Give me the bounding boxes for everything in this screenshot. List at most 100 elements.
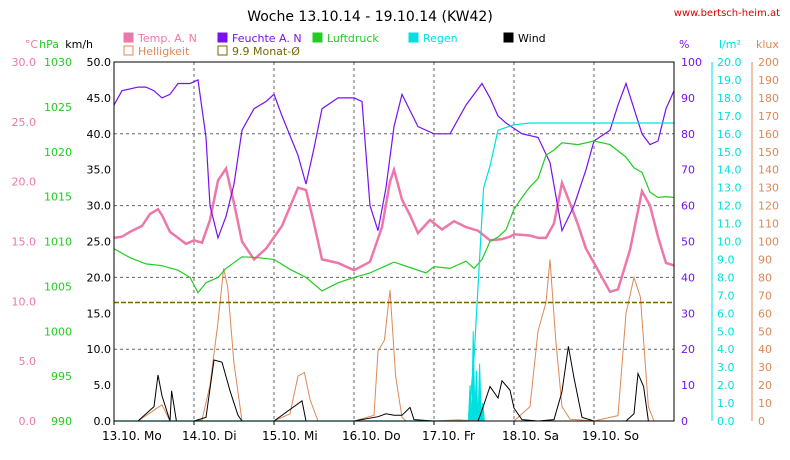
tick-label-brightness: 30 — [758, 361, 772, 374]
x-tick-label: 13.10. Mo — [102, 429, 162, 443]
tick-label-brightness: 60 — [758, 307, 772, 320]
tick-label-humidity: 0 — [681, 415, 688, 428]
tick-label-brightness: 70 — [758, 289, 772, 302]
tick-label-pressure: 1025 — [44, 101, 72, 114]
tick-label-rain: 9.0 — [717, 253, 735, 266]
website-link[interactable]: www.bertsch-heim.at — [674, 8, 780, 19]
legend-swatch-monthly_avg — [217, 45, 228, 56]
tick-label-temp: 15.0 — [12, 236, 37, 249]
legend-swatch-pressure — [312, 32, 323, 43]
x-tick-label: 14.10. Di — [182, 429, 237, 443]
tick-label-brightness: 160 — [758, 128, 779, 141]
tick-label-pressure: 1005 — [44, 280, 72, 293]
series-pressure — [113, 140, 675, 294]
tick-label-wind: 40.0 — [87, 128, 112, 141]
tick-label-humidity: 20 — [681, 343, 695, 356]
tick-label-rain: 3.0 — [717, 361, 735, 374]
tick-label-rain: 14.0 — [717, 164, 742, 177]
tick-label-rain: 0.0 — [717, 415, 735, 428]
tick-label-rain: 19.0 — [717, 74, 742, 87]
tick-label-brightness: 130 — [758, 182, 779, 195]
tick-label-temp: 5.0 — [19, 355, 37, 368]
tick-label-rain: 15.0 — [717, 146, 742, 159]
legend-label-brightness: Helligkeit — [138, 45, 190, 58]
tick-label-humidity: 90 — [681, 92, 695, 105]
tick-label-wind: 15.0 — [87, 307, 112, 320]
plot-frame — [113, 61, 675, 422]
tick-label-rain: 13.0 — [717, 182, 742, 195]
tick-label-brightness: 190 — [758, 74, 779, 87]
legend-label-humidity: Feuchte A. N — [232, 32, 302, 45]
legend-label-monthly_avg: 9.9 Monat-Ø — [232, 45, 300, 58]
legend-label-wind: Wind — [518, 32, 546, 45]
tick-label-wind: 35.0 — [87, 164, 112, 177]
tick-label-pressure: 1015 — [44, 191, 72, 204]
series-rain — [114, 122, 674, 422]
axis-unit-brightness: klux — [756, 38, 779, 51]
series-brightness — [114, 259, 674, 422]
axis-unit-temp: °C — [25, 38, 39, 51]
tick-label-brightness: 40 — [758, 343, 772, 356]
tick-label-rain: 2.0 — [717, 379, 735, 392]
tick-label-rain: 17.0 — [717, 110, 742, 123]
tick-label-pressure: 1030 — [44, 56, 72, 69]
tick-label-humidity: 80 — [681, 128, 695, 141]
tick-label-humidity: 10 — [681, 379, 695, 392]
tick-label-brightness: 110 — [758, 218, 779, 231]
tick-label-humidity: 50 — [681, 236, 695, 249]
axis-unit-pressure: hPa — [39, 38, 59, 51]
tick-label-brightness: 170 — [758, 110, 779, 123]
tick-label-rain: 20.0 — [717, 56, 742, 69]
tick-label-temp: 30.0 — [12, 56, 37, 69]
tick-label-wind: 45.0 — [87, 92, 112, 105]
tick-label-temp: 10.0 — [12, 295, 37, 308]
tick-label-pressure: 1010 — [44, 236, 72, 249]
chart-title: Woche 13.10.14 - 19.10.14 (KW42) — [247, 9, 493, 25]
tick-label-temp: 20.0 — [12, 176, 37, 189]
tick-label-wind: 50.0 — [87, 56, 112, 69]
tick-label-brightness: 0 — [758, 415, 765, 428]
tick-label-wind: 10.0 — [87, 343, 112, 356]
tick-label-rain: 12.0 — [717, 200, 742, 213]
series-humidity — [113, 79, 675, 240]
tick-label-rain: 7.0 — [717, 289, 735, 302]
tick-label-wind: 30.0 — [87, 200, 112, 213]
tick-label-rain: 1.0 — [717, 397, 735, 410]
legend-swatch-wind — [503, 32, 514, 43]
tick-label-pressure: 1000 — [44, 325, 72, 338]
tick-label-humidity: 60 — [681, 200, 695, 213]
tick-label-brightness: 50 — [758, 325, 772, 338]
tick-label-temp: 25.0 — [12, 116, 37, 129]
legend-label-temp: Temp. A. N — [137, 32, 197, 45]
tick-label-rain: 8.0 — [717, 271, 735, 284]
tick-label-brightness: 80 — [758, 271, 772, 284]
tick-label-pressure: 990 — [51, 415, 72, 428]
legend-swatch-temp — [123, 32, 134, 43]
axis-unit-humidity: % — [679, 38, 689, 51]
tick-label-wind: 25.0 — [87, 236, 112, 249]
x-tick-label: 16.10. Do — [342, 429, 401, 443]
tick-label-brightness: 10 — [758, 397, 772, 410]
tick-label-pressure: 995 — [51, 370, 72, 383]
tick-label-brightness: 200 — [758, 56, 779, 69]
tick-label-brightness: 90 — [758, 253, 772, 266]
tick-label-wind: 20.0 — [87, 271, 112, 284]
tick-label-pressure: 1020 — [44, 146, 72, 159]
tick-label-humidity: 70 — [681, 164, 695, 177]
legend-label-pressure: Luftdruck — [327, 32, 379, 45]
tick-label-rain: 18.0 — [717, 92, 742, 105]
legend-label-rain: Regen — [423, 32, 458, 45]
tick-label-rain: 11.0 — [717, 218, 742, 231]
series-lines — [113, 79, 675, 422]
tick-label-humidity: 100 — [681, 56, 702, 69]
axis-unit-rain: l/m² — [719, 38, 741, 51]
axes: 0.05.010.015.020.025.030.0°C990995100010… — [12, 38, 780, 443]
tick-label-humidity: 30 — [681, 307, 695, 320]
tick-label-brightness: 100 — [758, 236, 779, 249]
tick-label-rain: 16.0 — [717, 128, 742, 141]
tick-label-rain: 10.0 — [717, 236, 742, 249]
series-temp — [113, 165, 675, 294]
tick-label-rain: 4.0 — [717, 343, 735, 356]
x-tick-label: 18.10. Sa — [502, 429, 559, 443]
